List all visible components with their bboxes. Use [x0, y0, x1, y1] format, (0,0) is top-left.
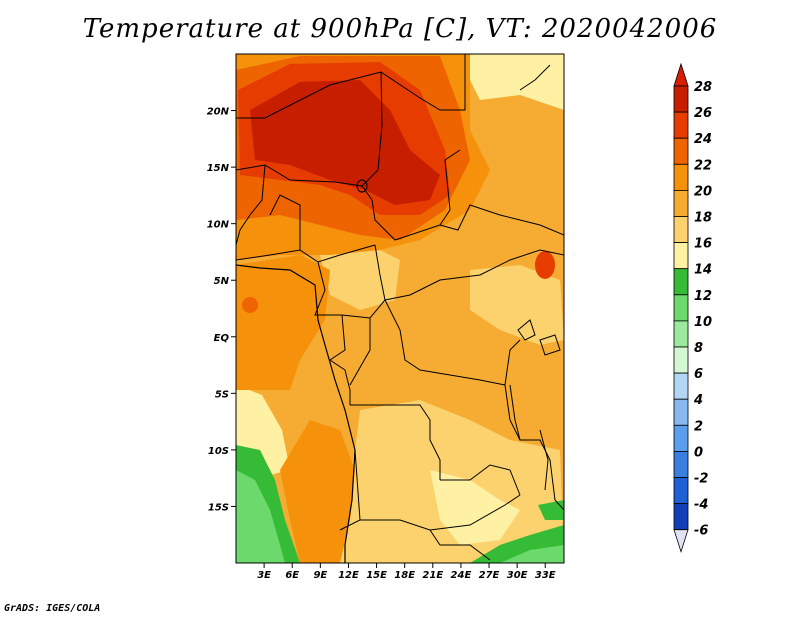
colorbar-segment	[673, 320, 689, 348]
lat-tick-label: 5N	[214, 276, 230, 287]
lat-tick-label: 20N	[207, 107, 230, 118]
lon-tick-label: 6E	[285, 570, 299, 581]
lat-tick-label: 15S	[208, 502, 229, 513]
colorbar-label: 12	[694, 289, 712, 304]
red-sea-coast	[519, 64, 551, 91]
colorbar-bottom-arrow	[673, 529, 689, 554]
colorbar-label: 0	[694, 445, 703, 460]
lat-tick-label: 5S	[215, 389, 229, 400]
colorbar-label: 20	[694, 184, 712, 199]
field-zone-16-18-south	[430, 470, 520, 545]
colorbar-label: 4	[693, 393, 703, 408]
field-hotspot-east	[535, 251, 555, 279]
field-zone-16-18-north-east	[468, 54, 564, 110]
colorbar-segment	[673, 503, 689, 531]
map-frame	[235, 53, 565, 564]
colorbar-segment	[673, 163, 689, 191]
lon-tick-label: 21E	[422, 570, 443, 581]
lon-tick-label: 27E	[479, 570, 500, 581]
lon-tick-label: 3E	[257, 570, 271, 581]
country-borders	[236, 54, 564, 561]
colorbar-top-arrow	[673, 62, 689, 87]
colorbar-label: 8	[694, 341, 703, 356]
longitude-ticks: 3E 6E 9E 12E 15E 18E 21E 24E 27E 30E 33E	[257, 563, 556, 581]
colorbar-segment	[673, 294, 689, 322]
coastline	[236, 264, 356, 563]
lat-tick-label: 10N	[207, 220, 230, 231]
lon-tick-label: 15E	[366, 570, 387, 581]
colorbar-segment	[673, 346, 689, 374]
footer-credit: GrADS: IGES/COLA	[4, 603, 101, 614]
lat-tick-label: 15N	[207, 163, 230, 174]
lon-tick-label: 33E	[535, 570, 556, 581]
colorbar-segment	[673, 242, 689, 270]
field-zone-22-24-southwest	[280, 420, 355, 563]
field-zone-12-14-southeast	[500, 545, 564, 563]
colorbar-segment	[673, 137, 689, 165]
lat-tick-label: EQ	[214, 333, 230, 344]
colorbar-label: 26	[694, 106, 712, 121]
colorbar-label: 16	[694, 237, 712, 252]
lat-tick-label: 10S	[208, 446, 229, 457]
lakes	[356, 179, 561, 491]
colorbar-label: -2	[694, 472, 708, 487]
colorbar-label: 2	[694, 419, 703, 434]
colorbar-segment	[673, 450, 689, 478]
field-zone-22-24-west	[236, 255, 330, 390]
lon-tick-label: 12E	[338, 570, 359, 581]
colorbar-label: 18	[694, 211, 712, 226]
colorbar-segment	[673, 477, 689, 505]
colorbar-segment	[673, 216, 689, 244]
lon-tick-label: 9E	[313, 570, 327, 581]
field-hotspot-west	[242, 297, 258, 313]
field-zone-18-20-east	[470, 265, 564, 345]
lon-tick-label: 18E	[394, 570, 415, 581]
field-zone-18-20-central	[320, 245, 400, 310]
colorbar-segment	[673, 398, 689, 426]
colorbar-label: 22	[694, 158, 712, 173]
field-zone-14-16-east	[538, 500, 564, 520]
colorbar-segment	[673, 268, 689, 296]
field-zone-28-plus-core	[250, 80, 440, 205]
colorbar-label: 10	[694, 315, 712, 330]
colorbar-label: 24	[694, 132, 712, 147]
field-zone-12-14-southwest	[236, 470, 285, 563]
colorbar-segment	[673, 85, 689, 113]
colorbar-label: 6	[694, 367, 703, 382]
lon-tick-label: 24E	[451, 570, 472, 581]
colorbar-segment	[673, 189, 689, 217]
colorbar-label: 28	[694, 80, 712, 95]
colorbar-segment	[673, 111, 689, 139]
colorbar-label: -6	[694, 524, 708, 539]
colorbar-segment	[673, 372, 689, 400]
colorbar-label: -4	[694, 498, 708, 513]
chart-title: Temperature at 900hPa [C], VT: 202004200…	[82, 14, 718, 44]
colorbar-label: 14	[694, 263, 712, 278]
colorbar-segment	[673, 424, 689, 452]
latitude-ticks: 20N 15N 10N 5N EQ 5S 10S 15S	[207, 107, 236, 513]
lon-tick-label: 30E	[507, 570, 528, 581]
